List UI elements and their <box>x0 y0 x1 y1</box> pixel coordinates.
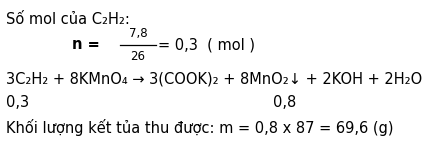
Text: 0,8: 0,8 <box>272 95 296 110</box>
Text: n =: n = <box>72 38 100 52</box>
Text: Khối lượng kết tủa thu được: m = 0,8 x 87 = 69,6 (g): Khối lượng kết tủa thu được: m = 0,8 x 8… <box>6 119 394 136</box>
Text: 7,8: 7,8 <box>129 27 147 40</box>
Text: 3C₂H₂ + 8KMnO₄ → 3(COOK)₂ + 8MnO₂↓ + 2KOH + 2H₂O: 3C₂H₂ + 8KMnO₄ → 3(COOK)₂ + 8MnO₂↓ + 2KO… <box>6 72 422 87</box>
Text: Số mol của C₂H₂:: Số mol của C₂H₂: <box>6 12 130 27</box>
Text: 0,3: 0,3 <box>6 95 29 110</box>
Text: = 0,3  ( mol ): = 0,3 ( mol ) <box>158 38 255 52</box>
Text: 26: 26 <box>130 50 146 63</box>
